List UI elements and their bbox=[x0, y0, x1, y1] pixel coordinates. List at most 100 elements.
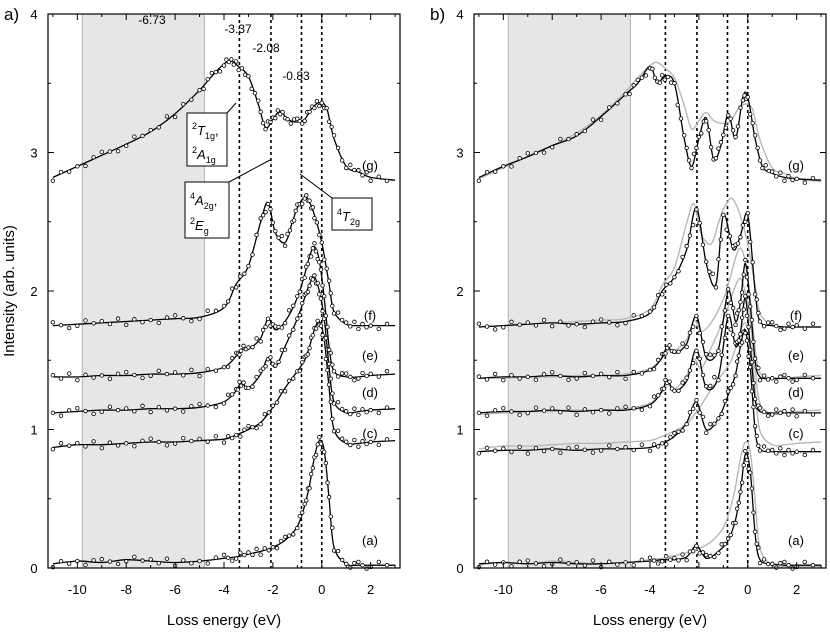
data-point bbox=[263, 127, 268, 132]
data-point bbox=[639, 442, 645, 447]
data-point bbox=[302, 118, 307, 124]
data-point bbox=[694, 207, 699, 212]
data-point bbox=[99, 149, 104, 155]
data-point bbox=[258, 216, 263, 221]
data-point bbox=[234, 59, 239, 64]
data-point bbox=[258, 109, 263, 115]
data-point bbox=[574, 132, 579, 137]
data-point bbox=[727, 234, 733, 239]
data-point bbox=[279, 325, 285, 330]
data-point bbox=[631, 369, 636, 375]
data-point bbox=[582, 563, 588, 568]
data-point bbox=[794, 176, 799, 182]
data-point bbox=[736, 353, 742, 358]
data-point bbox=[140, 320, 145, 325]
y-tick-label: 3 bbox=[30, 146, 37, 161]
data-point bbox=[501, 446, 506, 451]
data-point bbox=[99, 373, 104, 378]
data-point bbox=[132, 554, 137, 560]
data-point bbox=[558, 319, 563, 324]
data-point bbox=[700, 242, 706, 248]
data-point bbox=[205, 439, 210, 444]
data-point bbox=[719, 324, 724, 329]
data-point bbox=[352, 319, 357, 325]
data-point bbox=[786, 563, 791, 568]
data-point bbox=[225, 555, 231, 561]
series-label-2: (d) bbox=[362, 385, 378, 400]
data-point bbox=[197, 558, 202, 564]
x-tick-label: -8 bbox=[120, 582, 132, 597]
data-point bbox=[356, 168, 361, 173]
series-label-1: (c) bbox=[362, 426, 377, 441]
data-point bbox=[749, 389, 755, 394]
data-point bbox=[690, 548, 696, 554]
data-point bbox=[318, 441, 324, 447]
data-point bbox=[810, 412, 816, 417]
data-point bbox=[484, 413, 490, 418]
data-point bbox=[339, 406, 345, 412]
data-point bbox=[115, 371, 121, 377]
data-point bbox=[360, 321, 365, 327]
term-2T1g: 2T1g, bbox=[192, 121, 219, 141]
data-point bbox=[790, 324, 795, 330]
data-point bbox=[91, 558, 96, 563]
data-point bbox=[590, 410, 596, 415]
data-point bbox=[140, 375, 145, 381]
data-point bbox=[317, 232, 322, 238]
data-point bbox=[774, 323, 779, 329]
data-point bbox=[238, 550, 243, 555]
data-point bbox=[348, 374, 353, 380]
data-point bbox=[509, 164, 514, 169]
data-point bbox=[730, 305, 736, 311]
data-point bbox=[738, 235, 743, 240]
x-axis-title: Loss energy (eV) bbox=[167, 612, 281, 629]
data-point bbox=[282, 243, 288, 249]
data-point bbox=[313, 452, 319, 458]
data-point bbox=[172, 114, 178, 120]
data-point bbox=[741, 307, 746, 312]
data-point bbox=[757, 448, 763, 453]
data-point bbox=[694, 313, 699, 319]
data-point bbox=[317, 259, 322, 265]
data-point bbox=[786, 447, 791, 453]
data-point bbox=[734, 506, 740, 511]
x-tick-label: 0 bbox=[744, 582, 751, 597]
data-point bbox=[348, 324, 353, 329]
data-point bbox=[295, 294, 300, 299]
data-point bbox=[320, 308, 325, 314]
data-point bbox=[647, 555, 653, 560]
data-point bbox=[308, 471, 314, 477]
series-line-3 bbox=[478, 262, 822, 380]
data-point bbox=[765, 320, 771, 325]
x-tick-label: -6 bbox=[595, 582, 607, 597]
data-point bbox=[132, 409, 137, 414]
data-point bbox=[660, 441, 665, 446]
data-point bbox=[197, 316, 202, 322]
data-point bbox=[330, 525, 335, 530]
data-point bbox=[623, 560, 628, 565]
data-point bbox=[672, 555, 677, 561]
data-point bbox=[297, 289, 302, 294]
data-point bbox=[721, 132, 726, 138]
data-point bbox=[694, 145, 699, 151]
data-point bbox=[746, 324, 751, 330]
data-point bbox=[189, 318, 194, 324]
data-point bbox=[757, 405, 763, 411]
data-point bbox=[676, 429, 681, 435]
data-point bbox=[607, 320, 612, 325]
data-point bbox=[360, 439, 365, 444]
data-point bbox=[323, 313, 329, 318]
data-point bbox=[164, 371, 170, 377]
data-point bbox=[107, 321, 113, 327]
data-point bbox=[235, 387, 241, 392]
data-point bbox=[75, 440, 80, 446]
series-label-1: (c) bbox=[788, 426, 803, 441]
data-point bbox=[706, 127, 711, 133]
data-point bbox=[217, 69, 223, 74]
data-point bbox=[566, 561, 571, 566]
data-point bbox=[99, 318, 104, 324]
data-point bbox=[726, 389, 731, 394]
data-point bbox=[376, 559, 382, 565]
data-point bbox=[533, 405, 539, 410]
data-point bbox=[376, 410, 382, 416]
